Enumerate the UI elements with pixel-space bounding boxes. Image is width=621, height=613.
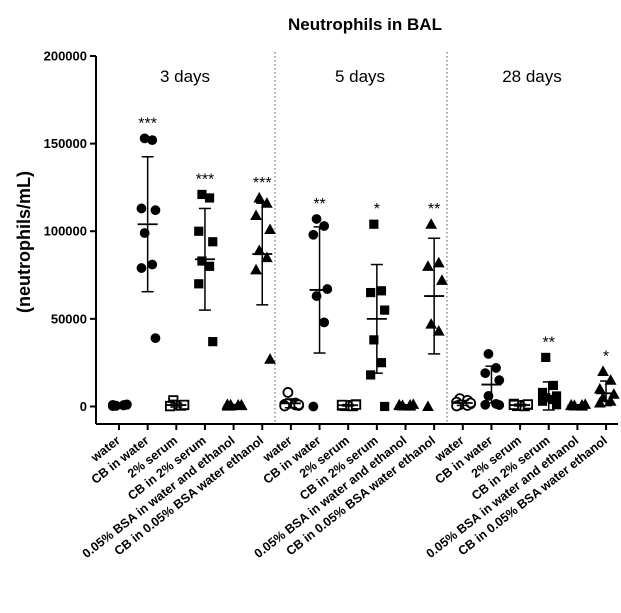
data-point [194, 279, 204, 289]
data-point [604, 374, 617, 385]
data-point [147, 135, 158, 146]
data-point [422, 400, 434, 412]
y-tick-label: 150000 [44, 136, 87, 151]
data-point [147, 259, 158, 270]
data-point [264, 223, 276, 235]
data-point [376, 286, 387, 296]
panel-label: 5 days [335, 67, 385, 86]
y-tick-label: 100000 [44, 224, 87, 239]
data-point [537, 396, 548, 406]
significance-label: * [374, 201, 380, 218]
significance-label: ** [428, 201, 440, 218]
y-tick-label: 0 [80, 399, 87, 414]
significance-label: *** [196, 171, 215, 188]
y-axis-label: (neutrophils/mL) [14, 171, 34, 313]
significance-label: * [603, 348, 609, 365]
data-point [494, 375, 505, 386]
data-point [204, 261, 215, 271]
data-point [369, 335, 379, 345]
data-point [597, 365, 609, 376]
data-point [541, 352, 551, 363]
chart-title: Neutrophils in BAL [288, 15, 442, 34]
data-point [436, 274, 448, 285]
significance-label: *** [253, 175, 272, 192]
data-point [551, 400, 562, 410]
data-point [480, 399, 491, 410]
data-point [150, 333, 161, 344]
panel-labels: 3 days 5 days 28 days [160, 67, 562, 86]
data-point [311, 214, 322, 224]
significance-label: *** [138, 115, 157, 132]
data-point [432, 325, 445, 336]
data-point [250, 263, 262, 275]
data-marks: ****** ***** * ***** [107, 115, 620, 412]
data-point [253, 191, 266, 203]
panel-label: 28 days [502, 67, 562, 86]
data-point [136, 263, 147, 273]
axes: 0 50000 100000 150000 200000 [44, 49, 618, 430]
data-point [136, 203, 147, 214]
data-point [380, 401, 390, 412]
data-point [319, 317, 330, 328]
data-point [376, 358, 387, 368]
data-point [494, 400, 505, 410]
data-point [197, 189, 207, 200]
data-point [491, 363, 501, 373]
data-point [366, 370, 376, 380]
data-point [593, 382, 606, 394]
data-point [308, 401, 319, 412]
data-point [264, 353, 276, 364]
data-point [150, 205, 161, 216]
data-point [480, 368, 491, 379]
data-point [369, 219, 379, 229]
data-point [208, 237, 218, 247]
data-point [432, 256, 445, 268]
data-point [483, 349, 494, 359]
data-point [308, 229, 319, 240]
data-point [282, 387, 294, 398]
significance-label: ** [543, 334, 555, 351]
data-point [197, 256, 207, 266]
data-point [380, 305, 390, 315]
data-point [208, 337, 218, 347]
data-point [204, 193, 215, 203]
data-point [422, 260, 434, 271]
data-point [194, 226, 204, 236]
data-point [164, 401, 176, 412]
panel-label: 3 days [160, 67, 210, 86]
significance-label: ** [313, 196, 325, 213]
data-point [366, 287, 376, 298]
data-point [593, 396, 606, 408]
y-tick-label: 200000 [44, 49, 87, 64]
data-point [250, 209, 262, 221]
data-point [260, 251, 273, 263]
y-tick-label: 50000 [51, 311, 87, 326]
data-point [319, 221, 330, 231]
data-point [425, 218, 438, 229]
